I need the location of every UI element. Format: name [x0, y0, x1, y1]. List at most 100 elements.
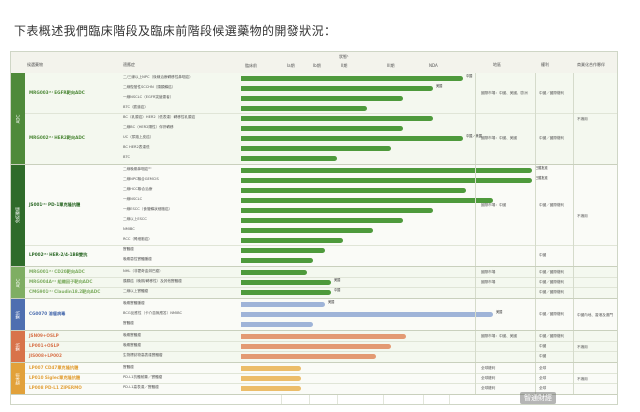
rights-cell: 中國／國際權利 [539, 280, 565, 284]
progress-bar [241, 96, 403, 101]
rights-cell: 中國／國際權利 [539, 334, 565, 338]
progress-bar [241, 228, 373, 233]
region-cell: 國際市場：中國 [481, 203, 507, 207]
phase-lane: 中國 [241, 288, 541, 296]
phase-lane: 美國 [241, 278, 541, 286]
indication-row: NMIBC [123, 225, 617, 235]
column-divider [535, 165, 536, 266]
column-divider [535, 331, 536, 362]
indication-row: 二線以上實體瘤 中國 [123, 287, 617, 297]
partner-cell: 不適用 [577, 116, 588, 121]
candidate-name: CG0070 溶瘤病毒 [29, 311, 66, 316]
indication-label: 胰腺癌（晚期/轉移性）及其他實體瘤 [123, 279, 182, 283]
region-cell: 國際市場 [481, 270, 496, 274]
group-divider [11, 330, 617, 331]
region-cell: 國際市場：中國、美國 [481, 334, 517, 338]
rights-cell: 中國／國際權利 [539, 91, 565, 95]
indication-row: 二/三線以上NPC（後線治療轉移性鼻咽癌） 中國 [123, 73, 617, 83]
rights-cell: 全球 [539, 386, 547, 390]
header-region: 地區 [493, 62, 501, 67]
column-divider [573, 165, 574, 266]
column-divider [475, 331, 476, 362]
progress-bar [241, 218, 403, 223]
column-divider [573, 267, 574, 298]
candidate-name: LP002⁽¹⁾ HER-2/4-1BB雙抗 [29, 252, 88, 257]
progress-bar [241, 386, 301, 391]
indication-row: 二線復發性SCCHN（頭頸鱗癌） 美國 [123, 83, 617, 93]
indication-row: BTC [123, 153, 617, 163]
progress-bar [241, 116, 433, 121]
progress-bar [241, 376, 301, 381]
column-divider [475, 73, 476, 164]
indication-row: 二線晚期鼻咽癌⁽²⁾ 已獲批准 [123, 165, 617, 175]
phase-lane [241, 104, 541, 112]
modality-label: 免疫腫瘤 [15, 206, 20, 223]
progress-bar [241, 146, 391, 151]
modality-label: 雙抗 [15, 342, 20, 351]
pipeline-group: 臨床前 LP007 CD47單克隆抗體 全球權利 全球 實體瘤 LP010 Siglec單… [11, 363, 617, 394]
rights-cell: 中國／國際權利 [539, 290, 565, 294]
indication-label: 晚期實體瘤 [123, 343, 141, 347]
region-cell: 全球權利 [481, 366, 496, 370]
indication-label: 實體瘤 [123, 247, 134, 251]
region-cell: 國際市場 [481, 280, 496, 284]
indication-row: PD-L1抗體耐藥／實體瘤 [123, 373, 617, 383]
phase-lane [241, 94, 541, 102]
indication-label: 二/三線以上NPC（後線治療轉移性鼻咽癌） [123, 75, 193, 79]
header-partner: 商業化合作夥伴 [577, 62, 605, 67]
candidate-name: LP010 Siglec單克隆抗體 [29, 375, 81, 380]
rights-cell: 中國／國際權利 [539, 136, 565, 140]
rights-cell: 中國 [539, 354, 547, 358]
header-phase-title: 狀態¹ [339, 54, 349, 59]
progress-bar [241, 156, 337, 161]
bar-label: 中國 [466, 74, 473, 78]
phase-lane [241, 114, 541, 122]
phase-lane [241, 384, 541, 392]
candidate-name: CMG901⁽¹⁾ Claudin18.2靶向ADC [29, 289, 101, 294]
indication-row: BCG反應性（卡介苗無應答）NMIBC 美國 [123, 309, 617, 319]
progress-bar [241, 322, 313, 327]
row-divider [25, 351, 617, 352]
progress-bar [241, 198, 493, 203]
modality-band: ADC [11, 267, 25, 298]
row-divider [25, 383, 617, 384]
modality-band: ADC [11, 73, 25, 164]
column-divider [573, 299, 574, 330]
candidate-name: LP007 CD47單克隆抗體 [29, 365, 79, 370]
progress-bar [241, 106, 367, 111]
group-divider [11, 164, 617, 165]
indication-label: BTC（膽道癌） [123, 105, 148, 109]
progress-bar [241, 290, 331, 295]
indication-label: 實體瘤 [123, 321, 134, 325]
indication-row: 晚期實體瘤 [123, 331, 617, 341]
modality-label: ADC [15, 278, 21, 287]
phase-lane [241, 268, 541, 276]
indication-row: 一線NSCLC（EGFR突變患者） [123, 93, 617, 103]
bar-label: 已獲批准 [535, 166, 548, 170]
page-heading: 下表概述我們臨床階段及臨床前階段候選藥物的開發狀況： [14, 24, 337, 38]
candidate-name: LP008 PD-L1 ZIPERMO [29, 385, 82, 390]
phase-lane [241, 332, 541, 340]
indication-label: BCG反應性（卡介苗無應答）NMIBC [123, 311, 182, 315]
row-divider [25, 277, 617, 278]
candidate-name: LP001+OSLP [29, 343, 60, 348]
indication-row: 實體瘤 [123, 319, 617, 329]
indication-row: 生物標誌物高表達實體瘤 [123, 351, 617, 361]
progress-bar [241, 86, 433, 91]
phase-lane [241, 246, 541, 254]
indication-label: 晚期實體腫瘤 [123, 301, 145, 305]
indication-row: 二線NPC聯合GEMCIS 已獲批准 [123, 175, 617, 185]
row-divider [25, 113, 617, 114]
progress-bar [241, 168, 532, 173]
indication-label: 生物標誌物高表達實體瘤 [123, 353, 163, 357]
candidate-name: JIS008+LP002 [29, 353, 62, 358]
rights-cell: 全球 [539, 366, 547, 370]
rights-cell: 中國 [539, 253, 547, 257]
phase-lane: 中國 [241, 74, 541, 82]
progress-bar [241, 238, 343, 243]
phase-lane: 中國／美國 [241, 134, 541, 142]
modality-band: 免疫腫瘤 [11, 165, 25, 266]
phase-lane [241, 320, 541, 328]
modality-label: ADC [15, 114, 21, 123]
indication-row: 一線ESCC（食管鱗狀細胞癌） [123, 205, 617, 215]
